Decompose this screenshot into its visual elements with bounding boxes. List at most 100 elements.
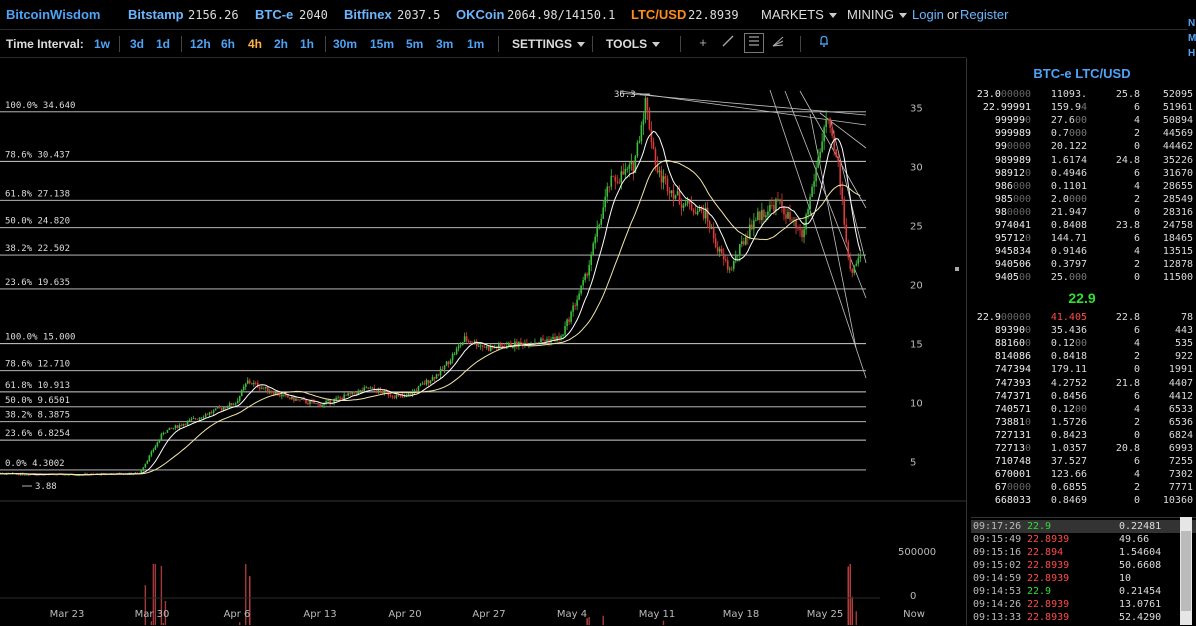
exchange-name-okcoin[interactable]: OKCoin bbox=[456, 7, 505, 22]
orderbook-row[interactable]: 999990 27.600 4 50894 bbox=[967, 114, 1196, 127]
row-sum: 13515 bbox=[1162, 246, 1193, 258]
login-link[interactable]: Login bbox=[912, 7, 944, 22]
interval-4h[interactable]: 4h bbox=[248, 37, 263, 51]
orderbook-row[interactable]: 710748 37.527 6 7255 bbox=[967, 455, 1196, 468]
interval-30m[interactable]: 30m bbox=[333, 37, 358, 51]
orderbook-row[interactable]: 940506 0.3797 2 12878 bbox=[967, 258, 1196, 271]
orderbook-row[interactable]: 670000 0.6855 2 7771 bbox=[967, 481, 1196, 494]
orderbook-row[interactable]: 999989 0.7000 2 44569 bbox=[967, 127, 1196, 140]
candle-body bbox=[813, 181, 815, 187]
orderbook-row[interactable]: 881600 0.1200 4 535 bbox=[967, 337, 1196, 350]
mining-menu[interactable]: MINING bbox=[847, 7, 907, 22]
candle-body bbox=[805, 214, 807, 230]
orderbook-row[interactable]: 985000 2.0000 2 28549 bbox=[967, 193, 1196, 206]
row-volume: 179.11 bbox=[1051, 363, 1087, 376]
volume-bar bbox=[855, 611, 857, 625]
candle-body bbox=[226, 407, 229, 409]
orderbook-row[interactable]: 668033 0.8469 0 10360 bbox=[967, 494, 1196, 507]
orderbook-row[interactable]: 893900 35.436 6 443 bbox=[967, 324, 1196, 337]
candle-body bbox=[74, 475, 76, 476]
orderbook-row[interactable]: 740571 0.1200 4 6533 bbox=[967, 403, 1196, 416]
candle-body bbox=[598, 224, 601, 227]
interval-1w[interactable]: 1w bbox=[94, 37, 111, 51]
interval-1d[interactable]: 1d bbox=[156, 37, 171, 51]
orderbook-row[interactable]: 957120 144.71 6 18465 bbox=[967, 232, 1196, 245]
candle-body bbox=[564, 326, 566, 335]
row-sum: 18465 bbox=[1162, 233, 1193, 245]
fan-icon[interactable] bbox=[769, 34, 787, 52]
candle-body bbox=[518, 341, 520, 347]
candle-body bbox=[684, 203, 687, 206]
row-cumulative: 2 bbox=[1133, 351, 1140, 363]
volume-bar bbox=[588, 616, 590, 625]
orderbook-row[interactable]: 747371 0.8456 6 4412 bbox=[967, 390, 1196, 403]
interval-3d[interactable]: 3d bbox=[130, 37, 145, 51]
line-icon[interactable] bbox=[719, 34, 737, 52]
candle-body bbox=[755, 220, 757, 222]
candle-body bbox=[339, 397, 341, 399]
orderbook-row[interactable]: 727130 1.0357 20.8 6993 bbox=[967, 442, 1196, 455]
row-cumulative: 4 bbox=[1133, 403, 1140, 415]
edge-tab[interactable]: N M H bbox=[1188, 18, 1196, 59]
candle-body bbox=[590, 255, 592, 265]
candle-body bbox=[678, 191, 681, 204]
orderbook-row[interactable]: 22.99991 159.94 6 51961 bbox=[967, 101, 1196, 114]
chart-toolbar: Time Interval: 1w 3d 1d 12h 6h 4h 2h 1h … bbox=[0, 30, 966, 58]
scroll-thumb[interactable] bbox=[1181, 531, 1191, 611]
candle-body bbox=[355, 393, 357, 395]
price-main: 99999 bbox=[994, 115, 1025, 127]
candle-body bbox=[154, 446, 157, 450]
orderbook-row[interactable]: 738810 1.5726 2 6536 bbox=[967, 416, 1196, 429]
candle-body bbox=[267, 386, 269, 392]
settings-menu[interactable]: SETTINGS bbox=[512, 37, 586, 51]
orderbook-row[interactable]: 23.000000 11093. 25.8 52095 bbox=[967, 88, 1196, 101]
crosshair-icon[interactable]: + bbox=[699, 35, 707, 50]
candle-body bbox=[777, 199, 779, 201]
candle-body bbox=[795, 219, 797, 228]
bell-icon[interactable] bbox=[815, 34, 833, 52]
orderbook-row[interactable]: 747394 179.11 0 1991 bbox=[967, 363, 1196, 376]
interval-15m[interactable]: 15m bbox=[370, 37, 395, 51]
interval-6h[interactable]: 6h bbox=[221, 37, 236, 51]
candle-body bbox=[718, 248, 721, 252]
candle-body bbox=[602, 207, 605, 219]
trade-time: 09:14:59 bbox=[973, 573, 1022, 584]
interval-12h[interactable]: 12h bbox=[190, 37, 211, 51]
orderbook-row[interactable]: 814086 0.8418 2 922 bbox=[967, 350, 1196, 363]
candle-body bbox=[837, 156, 839, 163]
exchange-name-btce[interactable]: BTC-e bbox=[255, 7, 294, 22]
candle-body bbox=[767, 211, 769, 216]
trade-history[interactable]: 09:17:26 22.9 0.22481 09:15:49 22.8939 49.66 0… bbox=[971, 517, 1196, 626]
orderbook-row[interactable]: 990000 20.122 0 44462 bbox=[967, 140, 1196, 153]
interval-1m[interactable]: 1m bbox=[467, 37, 485, 51]
row-sum: 28316 bbox=[1162, 206, 1193, 218]
interval-5m[interactable]: 5m bbox=[406, 37, 424, 51]
orderbook-row[interactable]: 727131 0.8423 0 6824 bbox=[967, 429, 1196, 442]
orderbook-row[interactable]: 670001 123.66 4 7302 bbox=[967, 468, 1196, 481]
brand-logo[interactable]: BitcoinWisdom bbox=[6, 7, 101, 22]
exchange-name-bitfinex[interactable]: Bitfinex bbox=[344, 7, 392, 22]
exchange-name-bitstamp[interactable]: Bitstamp bbox=[128, 7, 184, 22]
orderbook-row[interactable]: 989120 0.4946 6 31670 bbox=[967, 167, 1196, 180]
register-link[interactable]: Register bbox=[960, 7, 1009, 22]
orderbook-row[interactable]: 974041 0.8408 23.8 24758 bbox=[967, 219, 1196, 232]
interval-3m[interactable]: 3m bbox=[436, 37, 454, 51]
candle-body bbox=[431, 377, 434, 381]
orderbook-row[interactable]: 747393 4.2752 21.8 4407 bbox=[967, 377, 1196, 390]
orderbook-row[interactable]: 22.900000 41.405 22.8 78 bbox=[967, 311, 1196, 324]
trades-scrollbar[interactable] bbox=[1180, 517, 1192, 625]
orderbook-row[interactable]: 940500 25.000 0 11500 bbox=[967, 271, 1196, 284]
pair-name[interactable]: LTC/USD bbox=[631, 7, 687, 22]
fib-lines-icon[interactable] bbox=[744, 33, 764, 53]
trade-amount: 1.54604 bbox=[1119, 547, 1162, 558]
orderbook-row[interactable]: 989989 1.6174 24.8 35226 bbox=[967, 154, 1196, 167]
orderbook-row[interactable]: 980000 21.947 0 28316 bbox=[967, 206, 1196, 219]
tools-menu[interactable]: TOOLS bbox=[606, 37, 661, 51]
orderbook-row[interactable]: 986000 0.1101 4 28655 bbox=[967, 180, 1196, 193]
interval-2h[interactable]: 2h bbox=[274, 37, 289, 51]
markets-menu[interactable]: MARKETS bbox=[761, 7, 837, 22]
candle-body bbox=[26, 474, 28, 476]
orderbook-row[interactable]: 945834 0.9146 4 13515 bbox=[967, 245, 1196, 258]
interval-1h[interactable]: 1h bbox=[300, 37, 315, 51]
